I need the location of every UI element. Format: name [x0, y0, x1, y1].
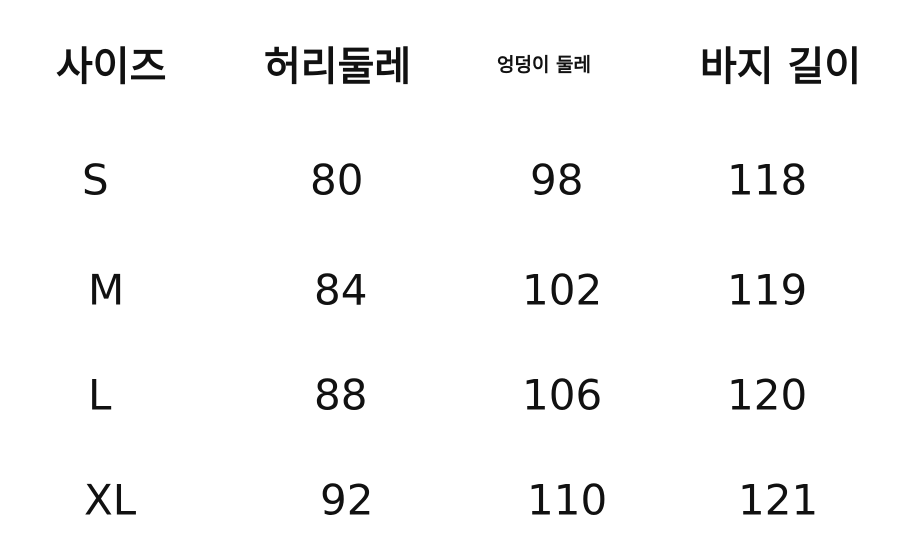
cell-length: 119 [727, 265, 808, 315]
cell-hip: 98 [530, 155, 584, 205]
cell-waist: 80 [310, 155, 364, 205]
cell-size: L [88, 370, 112, 420]
cell-waist: 84 [314, 265, 368, 315]
cell-hip: 110 [527, 475, 608, 525]
cell-hip: 106 [522, 370, 603, 420]
cell-size: S [82, 155, 109, 205]
header-hip: 엉덩이 둘레 [497, 54, 592, 76]
header-length: 바지 길이 [700, 44, 862, 90]
cell-length: 121 [738, 475, 819, 525]
cell-size: XL [84, 475, 137, 525]
header-size: 사이즈 [56, 44, 167, 90]
cell-length: 118 [727, 155, 808, 205]
cell-waist: 92 [320, 475, 374, 525]
cell-length: 120 [727, 370, 808, 420]
cell-waist: 88 [314, 370, 368, 420]
cell-hip: 102 [522, 265, 603, 315]
header-waist: 허리둘레 [264, 44, 412, 90]
cell-size: M [88, 265, 125, 315]
